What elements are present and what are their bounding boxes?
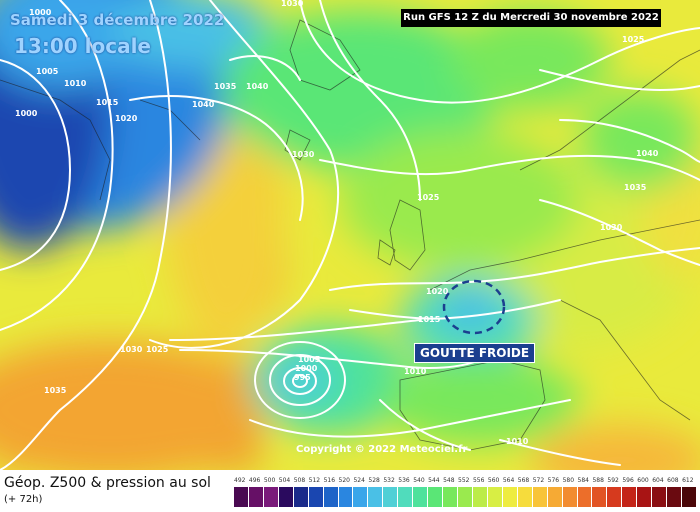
legend-value-496: 496: [248, 477, 261, 484]
legend-swatch-520: [338, 487, 353, 507]
legend-swatch-504: [278, 487, 293, 507]
legend-swatch-588: [592, 487, 607, 507]
isobar-label: 1040: [636, 149, 659, 158]
legend-swatch-532: [383, 487, 398, 507]
legend-swatch-492: [234, 487, 248, 507]
legend-swatch-540: [413, 487, 428, 507]
legend-swatch-508: [293, 487, 308, 507]
isobar-label: 1025: [622, 35, 645, 44]
legend-value-508: 508: [293, 477, 306, 484]
legend-value-608: 608: [667, 477, 679, 484]
copyright-text: Copyright © 2022 Meteociel.fr: [296, 444, 468, 455]
legend-swatch-528: [368, 487, 383, 507]
legend-swatch-516: [323, 487, 338, 507]
legend-swatch-536: [398, 487, 413, 507]
footer-bar: Géop. Z500 & pression au sol (+ 72h) 492…: [0, 470, 700, 512]
goutte-froide-label: GOUTTE FROIDE: [414, 343, 536, 363]
legend-value-600: 600: [637, 477, 649, 484]
run-info-banner: Run GFS 12 Z du Mercredi 30 novembre 202…: [401, 9, 661, 27]
legend-value-552: 552: [458, 477, 470, 484]
legend-value-576: 576: [547, 477, 560, 484]
legend-swatch-564: [502, 487, 517, 507]
isobar-label: 1040: [192, 100, 215, 109]
legend-swatch-600: [637, 487, 652, 507]
isobar-label: 1040: [246, 82, 269, 91]
legend-value-588: 588: [592, 477, 604, 484]
legend-swatch-580: [562, 487, 577, 507]
isobar-label: 1020: [426, 287, 449, 296]
isobar-label: 1025: [417, 193, 440, 202]
isobar-label: 1000: [29, 8, 52, 17]
legend-swatch-548: [443, 487, 458, 507]
isobar-label: 1010: [64, 79, 87, 88]
legend-swatch-496: [248, 487, 263, 507]
legend-value-556: 556: [472, 477, 485, 484]
legend-value-604: 604: [652, 477, 664, 484]
isobar-label: 1035: [44, 386, 67, 395]
color-scale-legend: 492 496 500 504 508 512 516 520 524 528 532 536 540 5…: [234, 477, 697, 509]
legend-value-612: 612: [682, 477, 694, 484]
isobar-label: 1010: [506, 437, 529, 446]
legend-value-540: 540: [413, 477, 425, 484]
legend-swatch-512: [308, 487, 323, 507]
legend-value-544: 544: [428, 477, 440, 484]
legend-swatch-592: [607, 487, 622, 507]
forecast-map: 1000 1005 1010 1015 1020 1000 1035 1040 …: [0, 0, 700, 470]
legend-swatch-604: [652, 487, 667, 507]
isobar-label: 1005: [36, 67, 59, 76]
legend-value-524: 524: [353, 477, 365, 484]
legend-value-592: 592: [607, 477, 619, 484]
isobar-label: 1000: [295, 364, 318, 373]
legend-swatch-596: [622, 487, 637, 507]
legend-value-564: 564: [502, 477, 515, 484]
isobar-label: 995: [294, 373, 311, 382]
legend-value-572: 572: [532, 477, 545, 484]
isobar-label: 1030: [600, 223, 623, 232]
legend-value-520: 520: [338, 477, 350, 484]
legend-swatch-584: [577, 487, 592, 507]
isobar-label: 1000: [15, 109, 38, 118]
legend-value-536: 536: [398, 477, 410, 484]
isobar-label: 1015: [418, 315, 441, 324]
legend-value-596: 596: [622, 477, 634, 484]
legend-value-512: 512: [308, 477, 321, 484]
legend-swatch-552: [458, 487, 472, 507]
isobar-label: 1035: [214, 82, 237, 91]
legend-swatch-568: [517, 487, 532, 507]
isobar-label: 1030: [292, 150, 315, 159]
legend-value-500: 500: [263, 477, 276, 484]
legend-value-584: 584: [577, 477, 589, 484]
legend-swatch-612: [682, 487, 696, 507]
isobar-label: 1020: [115, 114, 138, 123]
forecast-time: 13:00 locale: [14, 34, 151, 58]
legend-value-516: 516: [323, 477, 336, 484]
legend-value-560: 560: [487, 477, 500, 484]
isobar-label: 1010: [404, 367, 427, 376]
legend-swatch-500: [263, 487, 278, 507]
legend-swatch-524: [353, 487, 368, 507]
map-parameter-title: Géop. Z500 & pression au sol: [4, 475, 211, 491]
legend-swatch-608: [667, 487, 682, 507]
forecast-range: (+ 72h): [4, 494, 43, 505]
legend-swatch-544: [428, 487, 443, 507]
legend-value-492: 492: [234, 477, 246, 484]
legend-value-504: 504: [278, 477, 291, 484]
isobar-label: 1035: [624, 183, 647, 192]
legend-value-580: 580: [562, 477, 575, 484]
legend-value-568: 568: [517, 477, 530, 484]
legend-value-528: 528: [368, 477, 380, 484]
legend-value-548: 548: [443, 477, 455, 484]
legend-swatch-560: [487, 487, 502, 507]
legend-value-532: 532: [383, 477, 395, 484]
forecast-date: Samedi 3 décembre 2022: [10, 11, 225, 29]
isobar-label: 1005: [298, 355, 321, 364]
isobar-label: 1030: [281, 0, 304, 8]
legend-swatch-556: [472, 487, 487, 507]
isobar-label: 1030: [120, 345, 143, 354]
legend-swatch-576: [547, 487, 562, 507]
isobar-label: 1025: [146, 345, 169, 354]
legend-swatch-572: [532, 487, 547, 507]
isobar-label: 1015: [96, 98, 119, 107]
